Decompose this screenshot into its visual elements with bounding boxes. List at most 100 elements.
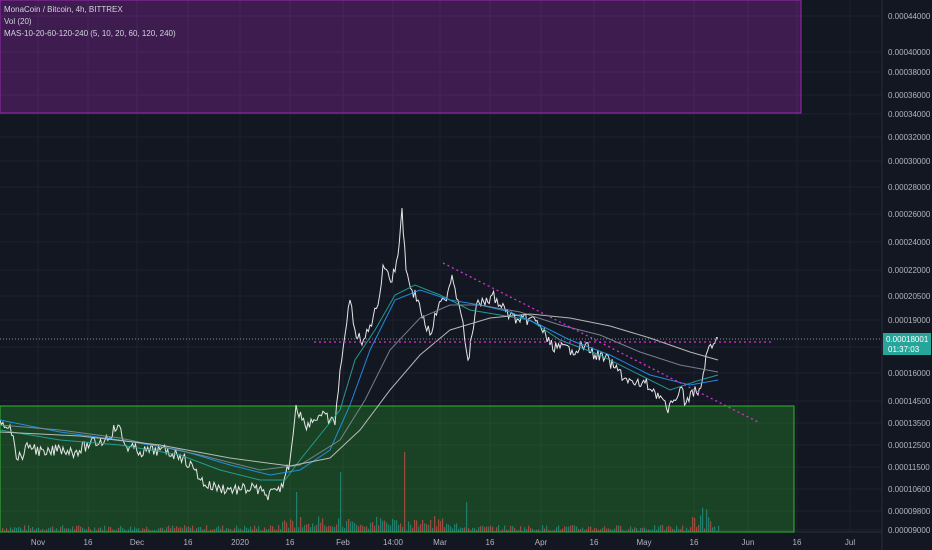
volume-bar <box>260 530 262 532</box>
volume-bar <box>704 528 706 532</box>
volume-bar <box>396 520 398 532</box>
volume-bar <box>560 529 562 532</box>
volume-bar <box>708 517 710 532</box>
volume-bar <box>92 530 94 532</box>
volume-bar <box>500 530 502 532</box>
volume-bar <box>384 520 386 532</box>
volume-bar <box>236 525 238 532</box>
volume-bar <box>698 525 700 532</box>
volume-bar <box>662 525 664 532</box>
volume-bar <box>38 527 40 532</box>
volume-bar <box>658 526 660 532</box>
x-tick-label: 16 <box>690 538 699 547</box>
volume-bar <box>476 530 478 532</box>
volume-bar <box>574 525 576 532</box>
y-tick-label: 0.00009000 <box>888 526 931 535</box>
volume-bar <box>312 523 314 532</box>
volume-bar <box>554 530 556 532</box>
legend-volume[interactable]: Vol (20) <box>4 17 32 26</box>
x-tick-label: Jul <box>845 538 855 547</box>
volume-bar <box>482 525 484 532</box>
volume-bar <box>690 527 692 532</box>
volume-bar <box>168 525 170 532</box>
legend-moving-averages[interactable]: MAS-10-20-60-120-240 (5, 10, 20, 60, 120… <box>4 29 176 38</box>
volume-bar <box>402 526 404 532</box>
volume-bar <box>142 528 144 532</box>
y-tick-label: 0.00028000 <box>888 183 931 192</box>
volume-bar <box>80 526 82 532</box>
volume-bar <box>516 530 518 532</box>
volume-bar <box>626 530 628 532</box>
volume-bar <box>442 518 444 532</box>
volume-bar <box>660 525 662 532</box>
volume-bar <box>404 452 406 532</box>
volume-bar <box>182 528 184 532</box>
volume-bar <box>126 530 128 532</box>
volume-bar <box>166 527 168 532</box>
volume-bar <box>640 528 642 532</box>
volume-bar <box>622 529 624 532</box>
volume-bar <box>200 526 202 532</box>
volume-bar <box>580 528 582 532</box>
volume-bar <box>630 526 632 532</box>
volume-bar <box>468 527 470 532</box>
volume-bar <box>594 527 596 532</box>
volume-bar <box>326 526 328 532</box>
volume-bar <box>354 522 356 532</box>
volume-bar <box>426 523 428 532</box>
price-label-box <box>883 333 931 355</box>
price-line[interactable] <box>0 207 719 501</box>
volume-bar <box>322 518 324 532</box>
legend-symbol[interactable]: MonaCoin / Bitcoin, 4h, BITTREX <box>4 5 123 14</box>
resistance-zone[interactable] <box>0 0 802 114</box>
volume-bar <box>282 521 284 532</box>
volume-bar <box>84 529 86 532</box>
volume-bar <box>540 530 542 532</box>
x-tick-label: Jun <box>742 538 755 547</box>
volume-bar <box>600 529 602 532</box>
volume-bar <box>222 525 224 532</box>
volume-bar <box>508 530 510 532</box>
volume-bar <box>212 529 214 532</box>
volume-bar <box>242 530 244 532</box>
volume-bar <box>674 529 676 532</box>
volume-bar <box>14 527 16 532</box>
volume-bar <box>198 527 200 532</box>
volume-bar <box>184 525 186 532</box>
volume-bar <box>16 528 18 532</box>
volume-bar <box>668 525 670 532</box>
volume-bar <box>6 528 8 532</box>
volume-bar <box>150 530 152 532</box>
volume-bar <box>652 529 654 532</box>
volume-bar <box>644 527 646 532</box>
volume-bar <box>54 530 56 532</box>
volume-bar <box>292 520 294 532</box>
volume-bar <box>434 516 436 532</box>
y-tick-label: 0.00044000 <box>888 12 931 21</box>
support-zone[interactable] <box>0 405 795 533</box>
volume-bar <box>324 525 326 532</box>
volume-bar <box>44 530 46 532</box>
volume-bar <box>528 525 530 532</box>
descending-trendline[interactable] <box>442 262 761 424</box>
ma-slow-line <box>0 304 719 471</box>
volume-bar <box>400 523 402 532</box>
volume-bar <box>520 526 522 532</box>
volume-bar <box>380 518 382 532</box>
price-label-countdown: 01:37:03 <box>888 345 920 354</box>
volume-bar <box>140 530 142 532</box>
volume-bar <box>706 509 708 532</box>
volume-bar <box>470 530 472 532</box>
volume-bar <box>136 528 138 532</box>
volume-bar <box>596 528 598 532</box>
volume-bar <box>248 528 250 532</box>
volume-bar <box>278 525 280 532</box>
volume-bar <box>484 527 486 532</box>
volume-bar <box>332 526 334 532</box>
volume-bar <box>42 528 44 532</box>
volume-bar <box>444 526 446 532</box>
volume-bar <box>370 522 372 532</box>
volume-bar <box>568 526 570 532</box>
